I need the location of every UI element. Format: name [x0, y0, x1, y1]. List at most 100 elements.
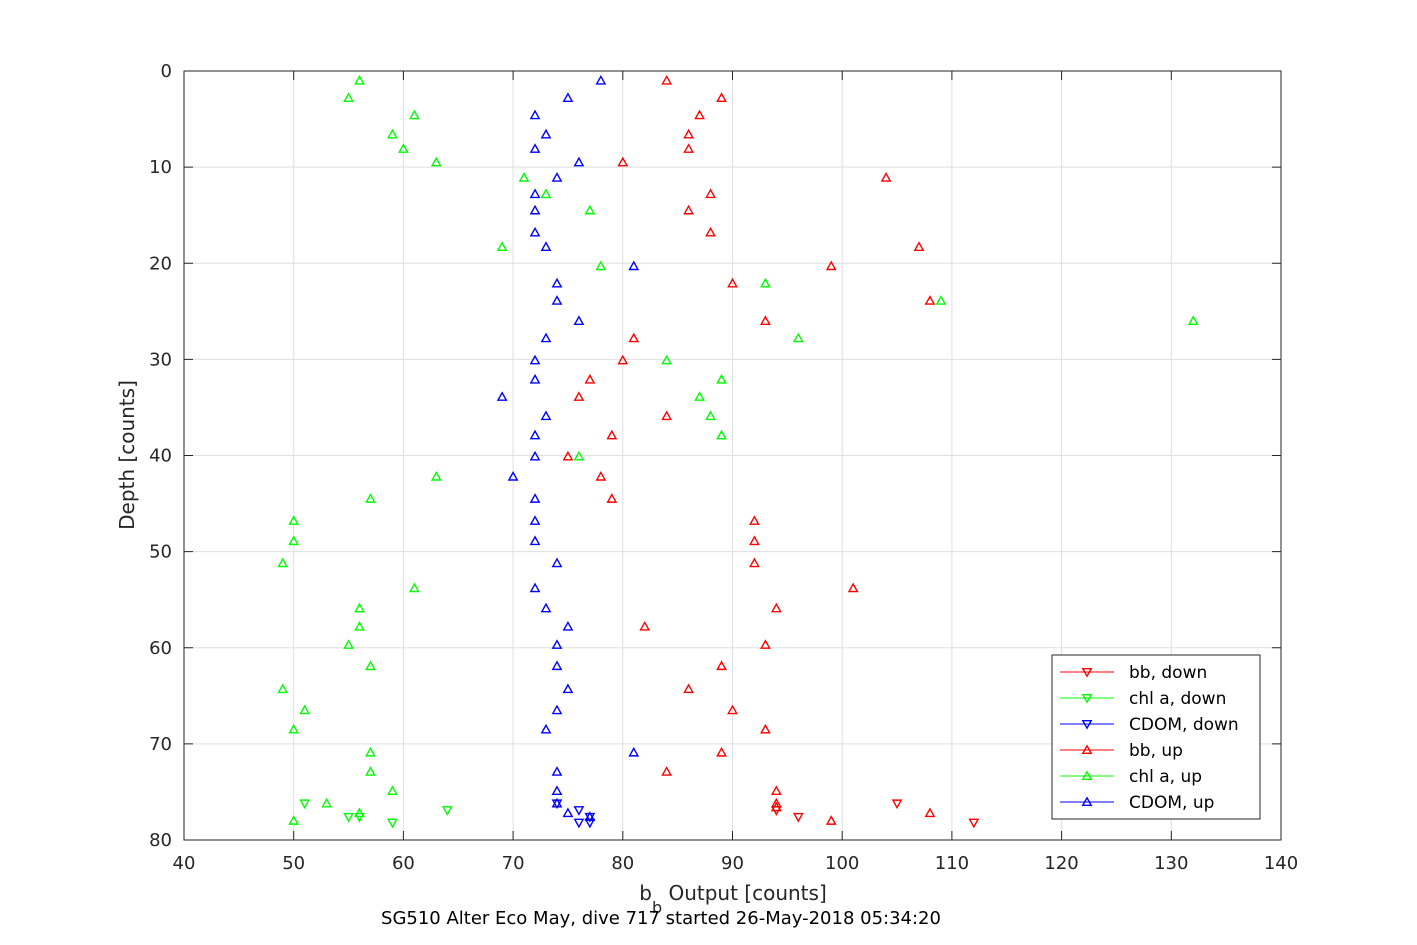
data-point: [365, 660, 376, 671]
y-tick-label: 50: [149, 542, 172, 563]
data-point: [639, 620, 651, 631]
data-point: [277, 557, 289, 568]
x-tick-label: 70: [502, 853, 525, 874]
legend-marker: [1081, 693, 1093, 704]
data-point: [694, 109, 705, 120]
legend-marker: [1081, 719, 1093, 730]
data-point: [540, 188, 552, 199]
data-point: [628, 332, 640, 343]
data-point: [628, 260, 640, 271]
data-point: [343, 92, 354, 102]
legend-item: chl a, up: [1060, 767, 1202, 787]
data-point: [529, 535, 541, 546]
data-point: [496, 241, 508, 251]
data-point: [562, 807, 574, 818]
data-point: [387, 818, 398, 829]
data-point: [551, 557, 563, 568]
data-point: [716, 746, 727, 757]
data-point: [913, 241, 925, 251]
data-point: [606, 493, 618, 503]
data-point: [288, 723, 300, 734]
data-point: [540, 332, 552, 343]
y-tick-label: 80: [149, 830, 172, 851]
series-4: [277, 74, 1199, 825]
y-tick-label: 20: [149, 253, 172, 274]
data-point: [551, 172, 563, 182]
data-point: [551, 660, 563, 671]
data-point: [321, 797, 332, 808]
data-point: [408, 582, 420, 593]
data-point: [760, 723, 771, 734]
data-point: [770, 801, 782, 812]
data-point: [529, 226, 541, 237]
series-3: [562, 74, 936, 825]
x-tick-label: 140: [1264, 853, 1298, 874]
data-point: [661, 74, 673, 85]
legend-label: bb, up: [1129, 741, 1183, 761]
data-point: [880, 172, 892, 182]
data-point: [617, 156, 629, 167]
x-tick-label: 50: [282, 853, 305, 874]
data-point: [584, 818, 596, 829]
y-tick-label: 70: [149, 734, 172, 755]
data-point: [770, 785, 782, 796]
data-point: [299, 799, 311, 810]
figure-caption: SG510 Alter Eco May, dive 717 started 26…: [381, 908, 941, 929]
data-point: [584, 811, 596, 821]
data-point: [792, 812, 804, 823]
legend-item: CDOM, down: [1060, 715, 1239, 735]
y-tick-label: 10: [149, 157, 172, 178]
data-point: [716, 373, 727, 384]
data-point: [683, 143, 695, 153]
data-point: [430, 471, 442, 481]
data-point: [628, 746, 640, 757]
legend-marker: [1081, 770, 1093, 781]
data-point: [727, 704, 738, 715]
data-point: [694, 391, 705, 401]
data-point: [891, 799, 903, 810]
data-point: [529, 493, 541, 503]
data-point: [595, 74, 607, 85]
data-point: [716, 92, 727, 102]
data-point: [540, 723, 552, 734]
legend-marker: [1081, 744, 1093, 755]
legend-label: bb, down: [1129, 663, 1207, 683]
data-point: [354, 620, 365, 631]
data-point: [705, 410, 716, 421]
y-tick-label: 30: [149, 349, 172, 370]
data-point: [716, 429, 727, 440]
data-point: [661, 410, 673, 421]
data-point: [551, 639, 563, 649]
data-point: [924, 807, 936, 818]
legend-box: [1051, 654, 1261, 820]
data-point: [683, 683, 695, 694]
data-point: [529, 354, 541, 365]
data-point: [529, 515, 541, 525]
data-point: [792, 332, 804, 343]
y-tick-label: 0: [161, 61, 172, 82]
legend-item: chl a, down: [1060, 689, 1226, 709]
data-point: [551, 797, 563, 808]
data-point: [518, 172, 530, 182]
data-point: [562, 92, 574, 102]
data-point: [683, 204, 695, 215]
data-point: [760, 639, 771, 649]
legend-label: CDOM, up: [1129, 793, 1214, 813]
legend-item: bb, up: [1060, 741, 1183, 761]
data-point: [551, 766, 563, 776]
data-point: [705, 188, 716, 199]
data-point: [288, 815, 300, 825]
x-tick-label: 100: [825, 853, 859, 874]
data-point: [343, 639, 354, 649]
data-point: [1187, 315, 1199, 325]
data-point: [529, 109, 541, 120]
data-point: [551, 704, 563, 715]
data-point: [430, 156, 442, 167]
data-point: [551, 277, 563, 288]
legend-marker: [1081, 796, 1093, 807]
data-markers: [277, 74, 1199, 829]
data-point: [606, 429, 618, 440]
data-point: [562, 450, 574, 461]
data-point: [595, 471, 607, 481]
